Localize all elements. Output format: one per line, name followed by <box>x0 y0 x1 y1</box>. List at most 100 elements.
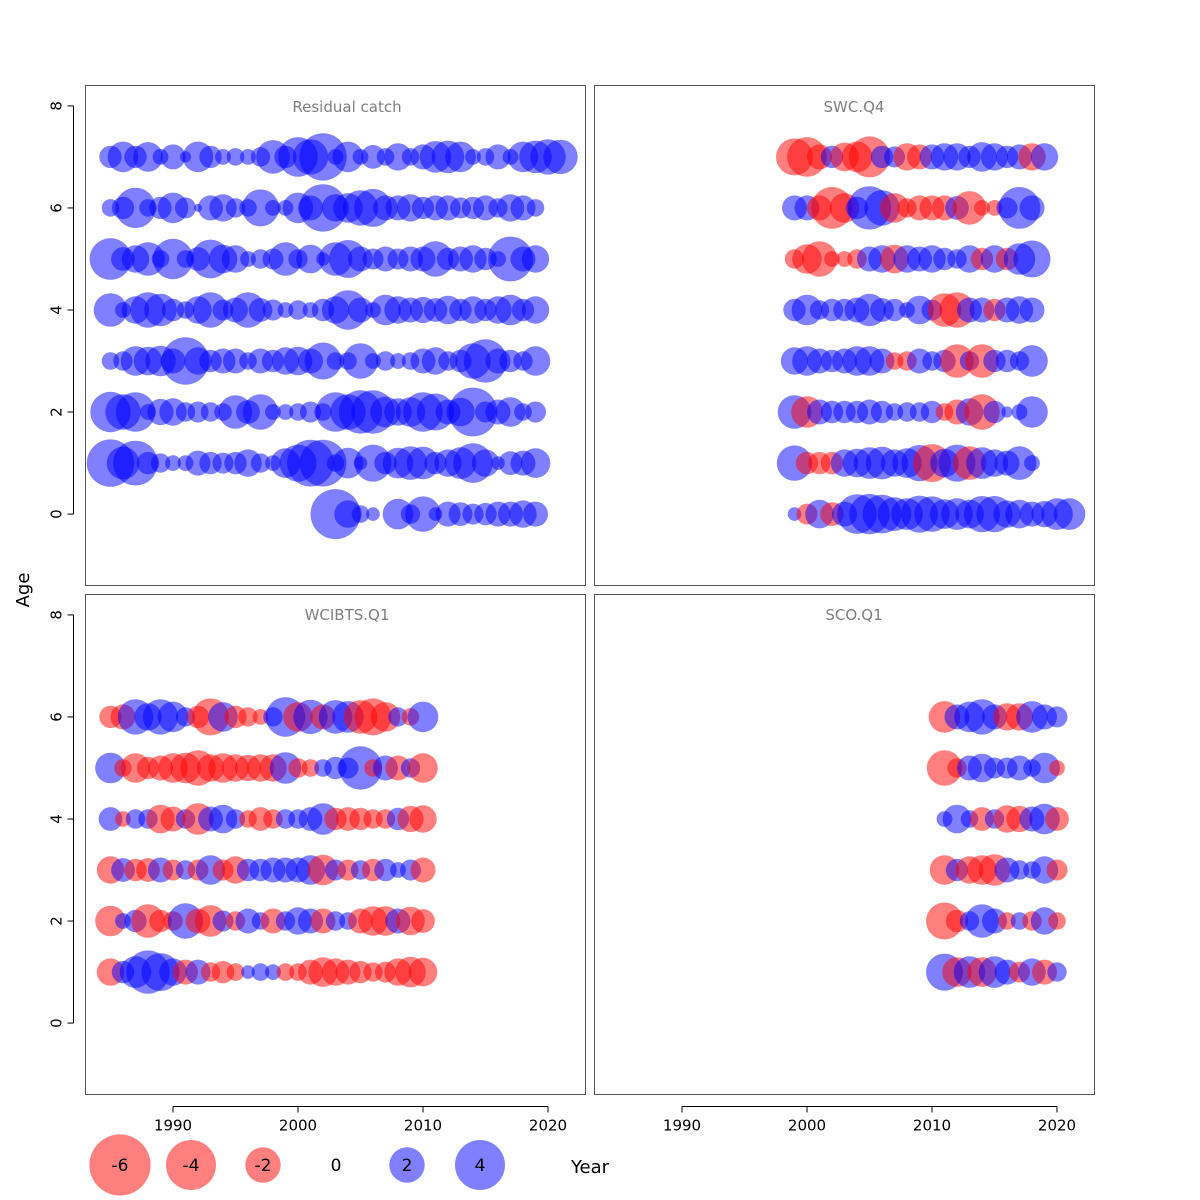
residual-point <box>238 707 258 727</box>
residual-point <box>920 400 944 424</box>
residual-point <box>265 964 281 980</box>
y-tick-label: 2 <box>48 916 66 926</box>
panel-frame <box>85 594 586 1095</box>
residual-point <box>115 392 156 432</box>
residual-point <box>332 141 364 173</box>
residual-point <box>520 448 551 478</box>
residual-point <box>160 144 186 170</box>
residual-point <box>251 963 270 981</box>
residual-point <box>226 963 245 981</box>
residual-point <box>288 758 308 778</box>
residual-point <box>374 858 397 882</box>
panel-residual-catch: Residual catch <box>85 85 586 586</box>
residual-point <box>225 198 246 218</box>
residual-point <box>1001 406 1013 418</box>
residual-point <box>113 440 158 486</box>
residual-point <box>510 195 536 221</box>
panel-frame <box>85 85 586 586</box>
y-tick-label: 6 <box>48 203 66 213</box>
legend-label: 0 <box>331 1156 342 1176</box>
panel-points <box>86 133 578 540</box>
residual-point <box>152 238 194 280</box>
residual-point <box>165 455 181 471</box>
residual-point <box>824 251 840 267</box>
legend: -6 -4 -2 0 2 4 <box>89 1134 505 1196</box>
residual-point <box>1019 297 1045 323</box>
panel-points <box>95 697 439 994</box>
residual-point <box>95 752 126 784</box>
residual-point <box>361 145 385 169</box>
residual-point <box>1046 706 1068 728</box>
residual-point <box>801 241 838 277</box>
axes: 0 2 4 6 8 0 2 4 6 8 1990 2000 2010 2020 1990 2000 2010 20… <box>48 101 1077 1134</box>
residual-point <box>93 293 128 327</box>
panel-points <box>776 136 1086 535</box>
residual-point <box>998 912 1016 930</box>
residual-point <box>408 753 438 783</box>
residual-point <box>235 908 261 934</box>
residual-point <box>405 496 441 532</box>
residual-point <box>326 352 345 370</box>
panel-title: WCIBTS.Q1 <box>305 606 390 624</box>
panel-sco-q1: SCO.Q1 <box>594 594 1095 1095</box>
x-axis-title: Year <box>570 1157 610 1178</box>
x-tick-label: 2020 <box>529 1117 567 1135</box>
residual-point <box>301 759 320 777</box>
residual-point <box>1029 752 1060 784</box>
residual-point <box>410 857 436 883</box>
residual-point <box>1016 345 1048 377</box>
residual-point <box>1047 962 1067 982</box>
residual-point <box>265 404 281 420</box>
legend-label: 2 <box>402 1156 413 1176</box>
residual-point <box>495 397 526 427</box>
y-tick-label: 8 <box>48 101 66 111</box>
x-tick-label: 2000 <box>788 1117 826 1135</box>
legend-label: -6 <box>112 1156 129 1176</box>
residual-point <box>276 963 295 981</box>
legend-bubble <box>166 1140 216 1190</box>
residual-point <box>133 142 163 172</box>
residual-point <box>348 297 373 323</box>
residual-point <box>1019 195 1045 221</box>
residual-point <box>1030 143 1059 171</box>
legend-bubble <box>89 1134 151 1196</box>
residual-point <box>1030 907 1059 935</box>
residual-point <box>445 141 476 173</box>
residual-point <box>543 139 578 175</box>
residual-point <box>150 453 171 473</box>
residual-point <box>299 439 347 487</box>
x-tick-label: 2010 <box>404 1117 442 1135</box>
residual-point <box>95 905 126 937</box>
residual-point <box>242 189 279 227</box>
y-tick-label: 2 <box>48 407 66 417</box>
residual-point <box>334 500 362 528</box>
residual-point <box>388 707 408 727</box>
residual-point <box>448 387 498 437</box>
panel-frame <box>594 594 1095 1095</box>
residual-point <box>366 507 380 521</box>
panel-title: SWC.Q4 <box>824 98 885 116</box>
y-axis-title: Age <box>13 573 34 608</box>
residual-point <box>1046 859 1068 881</box>
residual-point <box>265 200 281 216</box>
residual-point <box>982 908 1007 934</box>
residual-point <box>1024 455 1040 471</box>
residual-point <box>199 145 222 169</box>
residual-point <box>411 909 435 933</box>
residual-point <box>226 148 245 166</box>
residual-point <box>408 957 438 987</box>
residual-point <box>211 960 235 984</box>
residual-point <box>250 453 271 473</box>
residual-point <box>942 804 972 834</box>
residual-point <box>300 401 321 423</box>
x-tick-label: 2020 <box>1038 1117 1076 1135</box>
residual-point <box>215 149 231 165</box>
residual-point <box>485 144 511 170</box>
residual-point <box>98 807 123 831</box>
y-tick-label: 6 <box>48 712 66 722</box>
y-tick-label: 4 <box>48 305 66 315</box>
residual-point <box>288 300 308 320</box>
panel-title: Residual catch <box>292 98 401 116</box>
residual-point <box>277 404 294 420</box>
